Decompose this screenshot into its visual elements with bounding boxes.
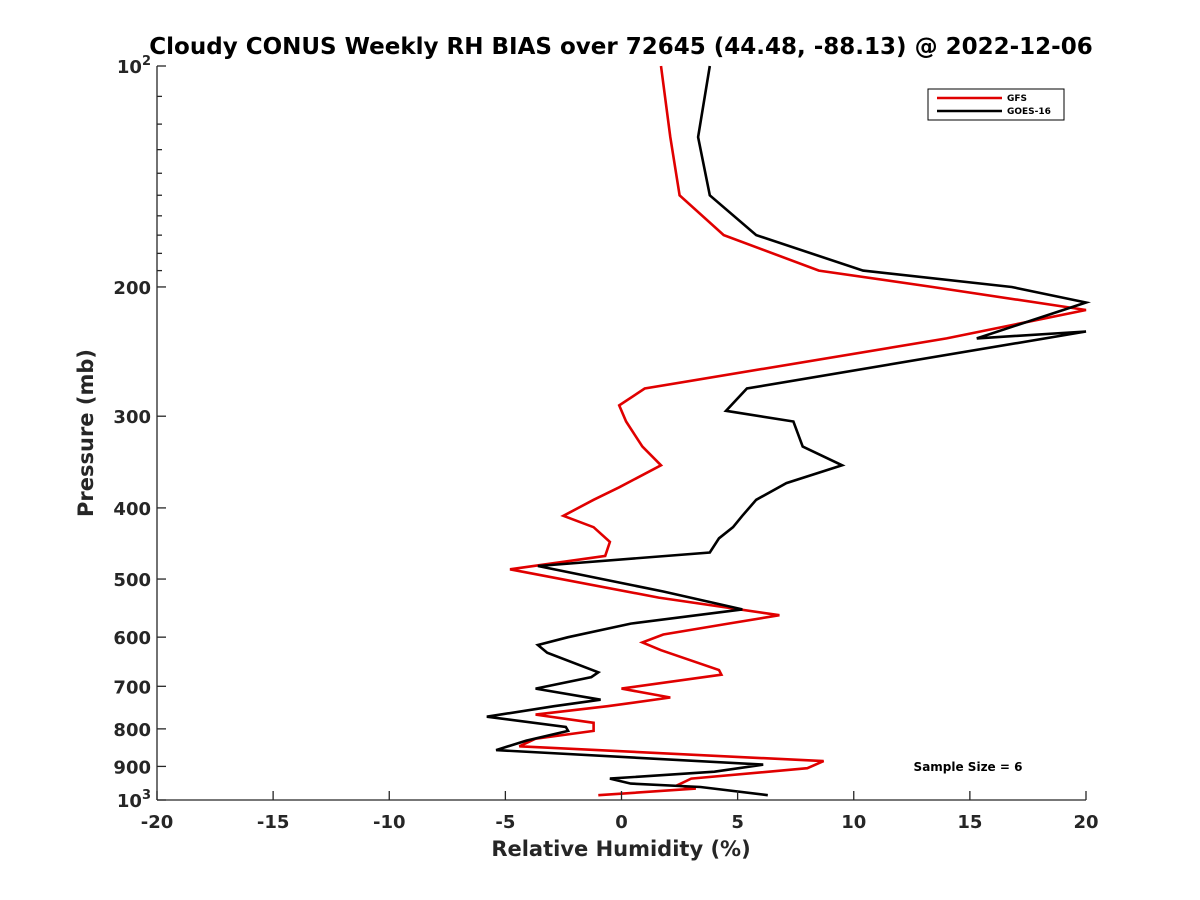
y-tick-label: 500: [113, 570, 151, 591]
x-axis-ticks: -20 -15 -10 -5 0 5 10 15 20: [141, 791, 1099, 833]
legend-box: [927, 88, 1065, 121]
y-tick-label: 400: [113, 499, 151, 520]
series-layer: [486, 65, 1092, 797]
sample-size-annotation: Sample Size = 6: [914, 760, 1023, 774]
y-tick-label: 103: [117, 788, 151, 812]
y-tick-label: 800: [113, 720, 151, 741]
y-axis-ticks: 102 200 300 400 500 600 700 800 900 103: [113, 54, 166, 812]
legend-label-gfs: GFS: [1007, 94, 1027, 104]
y-tick-label: 300: [113, 407, 151, 428]
y-axis-label: Pressure (mb): [74, 349, 98, 517]
y-tick-label: 200: [113, 278, 151, 299]
x-tick-label: -15: [257, 812, 290, 833]
x-tick-label: -10: [373, 812, 406, 833]
y-tick-label: 600: [113, 628, 151, 649]
y-tick-label: 102: [117, 54, 151, 78]
x-tick-label: -5: [495, 812, 515, 833]
y-tick-label: 900: [113, 757, 151, 778]
series-line-goes16: [486, 65, 1092, 797]
x-axis-label: Relative Humidity (%): [491, 837, 750, 861]
chart-title: Cloudy CONUS Weekly RH BIAS over 72645 (…: [149, 34, 1092, 60]
plot-area: -20 -15 -10 -5 0 5 10 15 20 102 200 300 400 500 600 70…: [113, 54, 1098, 833]
legend: GFS GOES-16: [927, 88, 1065, 121]
x-tick-label: 0: [615, 812, 628, 833]
legend-label-goes16: GOES-16: [1007, 107, 1051, 117]
x-tick-label: 15: [957, 812, 982, 833]
x-tick-label: 20: [1073, 812, 1098, 833]
x-tick-label: 10: [841, 812, 866, 833]
x-tick-label: 5: [731, 812, 744, 833]
x-tick-label: -20: [141, 812, 174, 833]
y-tick-label: 700: [113, 677, 151, 698]
